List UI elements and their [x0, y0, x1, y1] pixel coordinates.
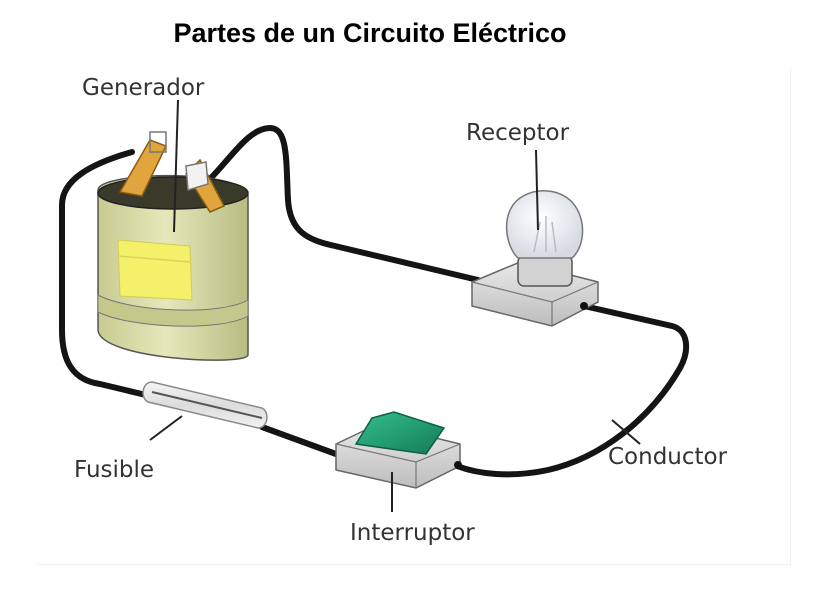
- generator-battery-icon: [97, 131, 249, 361]
- label-fusible: Fusible: [74, 457, 154, 483]
- conductor-wire: [59, 125, 690, 478]
- interruptor-switch-icon: [335, 411, 462, 489]
- page-title: Partes de un Circuito Eléctrico: [173, 18, 567, 48]
- label-generador: Generador: [82, 75, 205, 101]
- receptor-bulb-icon: [471, 190, 599, 327]
- label-conductor: Conductor: [608, 444, 728, 470]
- label-interruptor: Interruptor: [350, 520, 475, 546]
- leader-lines: [149, 99, 641, 512]
- fusible-fuse-icon: [142, 381, 268, 429]
- label-receptor: Receptor: [466, 120, 570, 146]
